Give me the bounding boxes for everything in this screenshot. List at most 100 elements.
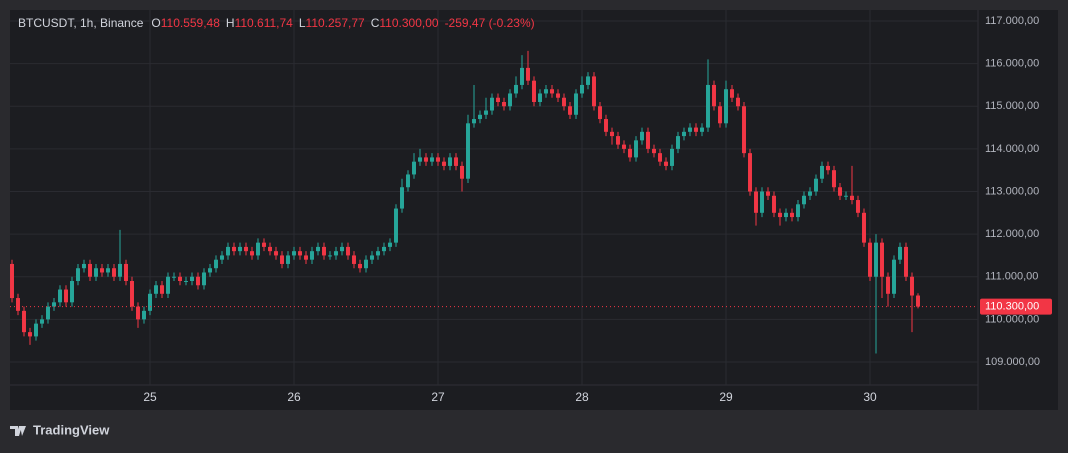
y-tick-label: 113.000,00 (985, 185, 1039, 197)
candle-body (814, 178, 818, 192)
candle-body (640, 131, 644, 141)
candle-body (664, 161, 668, 166)
candle-body (496, 97, 500, 102)
candle-body (718, 106, 722, 124)
candle-body (88, 263, 92, 277)
candle-body (334, 251, 338, 256)
candle-body (418, 157, 422, 162)
candle-body (58, 289, 62, 303)
candle-body (136, 306, 140, 320)
candle-body (466, 123, 470, 179)
candle-body (772, 195, 776, 213)
y-tick-label: 115.000,00 (985, 100, 1039, 112)
candle-body (544, 89, 548, 94)
candle-body (754, 191, 758, 213)
change-value: -259,47 (-0.23%) (445, 16, 535, 30)
candle-body (736, 97, 740, 107)
y-tick-label: 109.000,00 (985, 356, 1040, 368)
candle-body (112, 268, 116, 277)
candle-body (100, 268, 104, 273)
candle-body (820, 165, 824, 179)
candle-body (856, 200, 860, 213)
y-tick-label: 111.000,00 (985, 271, 1038, 283)
close-label: C (371, 16, 380, 30)
candle-body (616, 136, 620, 145)
candle-body (442, 161, 446, 166)
candle-body (166, 276, 170, 294)
candle-body (304, 255, 308, 260)
x-tick-label: 25 (143, 390, 157, 404)
candle-body (508, 93, 512, 107)
candle-body (730, 89, 734, 98)
candle-body (760, 191, 764, 213)
candle-body (40, 319, 44, 324)
candle-body (148, 293, 152, 311)
candle-body (328, 255, 332, 257)
candle-body (454, 157, 458, 166)
candle-body (910, 276, 914, 296)
open-label: O (151, 16, 160, 30)
candle-body (70, 281, 74, 303)
low-value: 110.257,77 (306, 16, 365, 30)
candle-body (10, 263, 14, 299)
low-label: L (299, 16, 306, 30)
candle-body (826, 165, 830, 171)
candle-body (808, 191, 812, 196)
candle-body (904, 246, 908, 277)
x-tick-label: 26 (287, 390, 301, 404)
candle-body (34, 323, 38, 337)
candle-body (406, 174, 410, 188)
candle-body (268, 246, 272, 252)
candle-body (16, 298, 20, 311)
candle-body (382, 246, 386, 252)
brand-logo[interactable]: TradingView (10, 422, 110, 437)
candle-body (694, 127, 698, 132)
candle-body (832, 170, 836, 188)
candle-body (916, 295, 920, 307)
candle-body (352, 255, 356, 264)
candle-body (670, 148, 674, 166)
candle-body (646, 131, 650, 149)
candle-body (574, 93, 578, 115)
candle-body (46, 306, 50, 320)
y-tick-label: 117.000,00 (985, 15, 1039, 27)
candle-body (196, 276, 200, 286)
candle-body (778, 212, 782, 218)
candle-body (412, 161, 416, 175)
candle-body (712, 84, 716, 107)
candle-body (490, 97, 494, 111)
candle-body (748, 153, 752, 192)
candle-body (190, 276, 194, 282)
symbol: BTCUSDT, 1h, Binance (18, 16, 144, 30)
candle-body (394, 208, 398, 243)
candle-body (82, 263, 86, 269)
candle-body (316, 246, 320, 252)
candle-body (262, 242, 266, 247)
high-label: H (226, 16, 235, 30)
candle-body (220, 255, 224, 260)
candle-body (400, 187, 404, 209)
candle-body (550, 89, 554, 94)
candle-body (742, 106, 746, 154)
candle-body (154, 285, 158, 294)
candle-body (766, 191, 770, 196)
candle-body (622, 144, 626, 149)
candle-body (358, 263, 362, 269)
candle-body (94, 268, 98, 277)
candle-body (286, 255, 290, 264)
candle-body (580, 84, 584, 94)
close-value: 110.300,00 (379, 16, 438, 30)
candle-body (430, 157, 434, 162)
candle-body (724, 89, 728, 124)
candle-body (634, 140, 638, 158)
candle-body (502, 101, 506, 107)
candle-body (448, 157, 452, 166)
y-tick-label: 114.000,00 (985, 143, 1039, 155)
candle-body (214, 259, 218, 269)
candle-body (280, 255, 284, 264)
brand-name: TradingView (33, 422, 110, 437)
candle-body (568, 106, 572, 115)
candle-body (682, 131, 686, 137)
